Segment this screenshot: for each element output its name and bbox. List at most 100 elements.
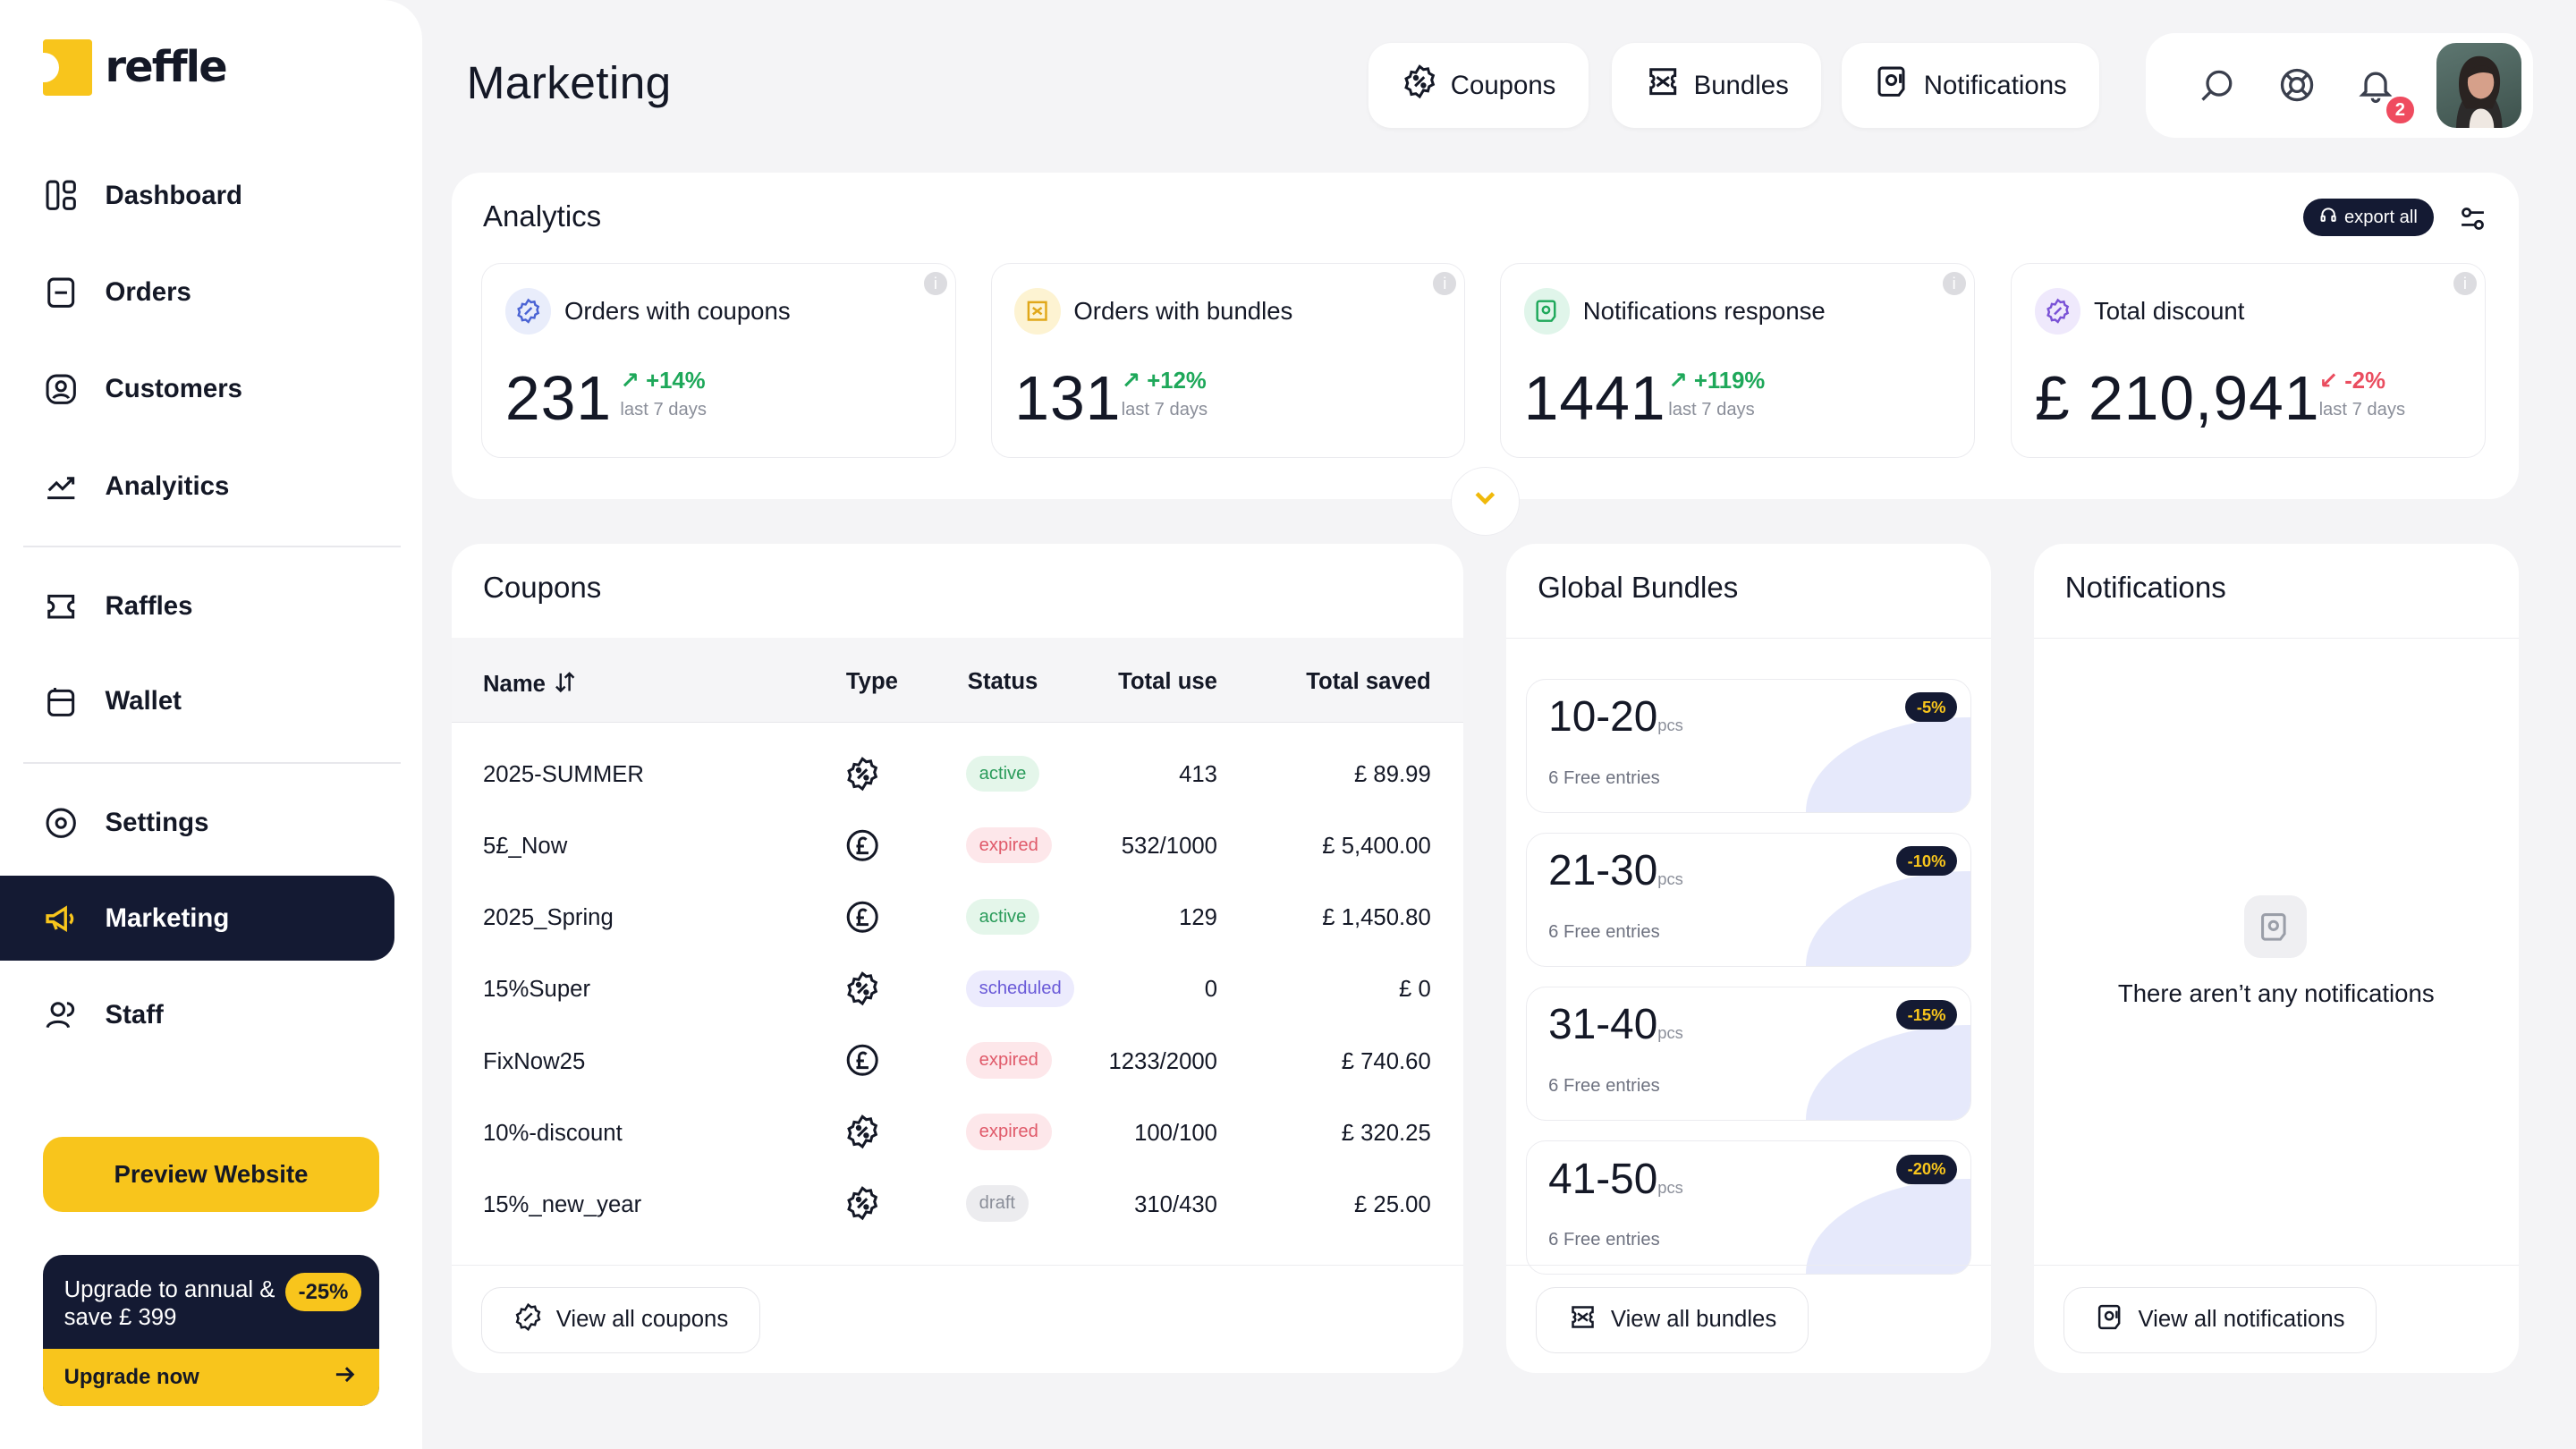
pound-icon <box>844 827 880 863</box>
stat-delta: ↗ +119% <box>1668 368 1766 394</box>
bundle-tier[interactable]: 31-40pcs 6 Free entries -15% <box>1526 986 1972 1122</box>
notifications-button[interactable]: Notifications <box>1841 42 2100 129</box>
logo-mark <box>42 39 92 96</box>
sidebar-item-dashboard[interactable]: Dashboard <box>0 153 394 239</box>
search-icon[interactable] <box>2198 65 2237 105</box>
bundles-footer: View all bundles <box>1506 1265 1992 1373</box>
info-icon[interactable]: i <box>2453 272 2477 295</box>
sidebar-item-label: Staff <box>105 1000 164 1030</box>
tier-range: 21-30pcs <box>1548 847 1683 895</box>
tier-discount-badge: -20% <box>1895 1154 1958 1184</box>
stat-label: Orders with coupons <box>564 296 791 325</box>
sidebar-item-analytics[interactable]: Analyitics <box>0 444 394 530</box>
sidebar-item-label: Customers <box>105 374 242 404</box>
table-row[interactable]: 15%Super scheduled 0 £ 0 <box>452 956 1463 1029</box>
view-all-bundles-button[interactable]: View all bundles <box>1536 1287 1809 1353</box>
stat-card: Notifications response 1441 ↗ +119% last… <box>1499 262 1975 459</box>
bundle-icon <box>1568 1302 1597 1338</box>
column-name[interactable]: Name <box>483 669 579 701</box>
bundles-title: Global Bundles <box>1538 572 1739 606</box>
table-row[interactable]: 5£_Now expired 532/1000 £ 5,400.00 <box>452 812 1463 885</box>
sidebar-item-customers[interactable]: Customers <box>0 347 394 433</box>
info-icon[interactable]: i <box>924 272 947 295</box>
stat-period: last 7 days <box>1668 400 1755 420</box>
coupons-card: Coupons Name Type Status Total use Total… <box>452 543 1464 1374</box>
notification-count-badge: 2 <box>2384 93 2417 127</box>
empty-state-text: There aren’t any notifications <box>2117 979 2435 1007</box>
export-all-button[interactable]: export all <box>2303 199 2435 237</box>
upgrade-now-button[interactable]: Upgrade now <box>42 1348 380 1407</box>
card-divider <box>1506 637 1992 640</box>
bundle-icon <box>1014 288 1061 335</box>
sidebar-item-staff[interactable]: Staff <box>0 972 394 1058</box>
logo-text: reffle <box>105 42 228 92</box>
percent-badge-icon <box>844 756 880 792</box>
sidebar-item-raffles[interactable]: Raffles <box>0 564 394 649</box>
stat-value: 231 <box>504 363 613 434</box>
table-row[interactable]: 2025_Spring active 129 £ 1,450.80 <box>452 885 1463 957</box>
analytics-title: Analytics <box>482 200 602 234</box>
sidebar-item-settings[interactable]: Settings <box>0 780 394 866</box>
sidebar-item-marketing[interactable]: Marketing <box>0 875 394 962</box>
logo[interactable]: reffle <box>42 39 228 96</box>
empty-notification-icon <box>2243 894 2307 958</box>
view-all-bundles-label: View all bundles <box>1610 1307 1777 1333</box>
coupons-table-header: Name Type Status Total use Total saved <box>452 637 1464 724</box>
tier-decoration <box>1806 870 1971 967</box>
sidebar-item-orders[interactable]: Orders <box>0 250 394 335</box>
status-badge: expired <box>965 1042 1052 1079</box>
bundle-tier[interactable]: 10-20pcs 6 Free entries -5% <box>1526 678 1972 814</box>
status-badge: scheduled <box>965 970 1075 1007</box>
stat-delta: ↗ +14% <box>620 368 706 394</box>
status-badge: expired <box>965 826 1052 864</box>
coupon-name: FixNow25 <box>482 1048 586 1074</box>
view-all-coupons-label: View all coupons <box>555 1307 729 1333</box>
coupon-icon <box>504 288 552 335</box>
dashboard-icon <box>43 177 79 213</box>
bundle-tier[interactable]: 21-30pcs 6 Free entries -10% <box>1526 832 1972 968</box>
coupon-total-use: 532/1000 <box>1121 834 1217 860</box>
card-divider <box>2033 637 2519 640</box>
table-row[interactable]: 2025-SUMMER active 413 £ 89.99 <box>452 741 1463 813</box>
sidebar-item-label: Dashboard <box>105 180 242 210</box>
tier-discount-badge: -10% <box>1895 846 1958 877</box>
filter-icon[interactable] <box>2458 204 2487 233</box>
sidebar-divider <box>22 762 402 765</box>
stat-label: Orders with bundles <box>1073 296 1293 325</box>
notifications-title: Notifications <box>2064 572 2226 606</box>
coupons-footer: View all coupons <box>452 1265 1464 1373</box>
info-icon[interactable]: i <box>1433 272 1457 295</box>
orders-icon <box>43 275 79 310</box>
preview-website-button[interactable]: Preview Website <box>42 1136 380 1213</box>
table-row[interactable]: FixNow25 expired 1233/2000 £ 740.60 <box>452 1028 1463 1100</box>
coupon-name: 5£_Now <box>482 834 568 860</box>
expand-analytics-button[interactable] <box>1450 466 1520 536</box>
stat-card: Total discount £ 210,941 ↙ -2% last 7 da… <box>2011 262 2486 459</box>
view-all-notifications-label: View all notifications <box>2138 1307 2345 1333</box>
table-row[interactable]: 15%_new_year draft 310/430 £ 25.00 <box>452 1171 1463 1243</box>
upgrade-discount-badge: -25% <box>284 1273 362 1312</box>
percent-badge-icon <box>844 1185 880 1221</box>
view-all-coupons-button[interactable]: View all coupons <box>481 1287 761 1353</box>
tier-entries: 6 Free entries <box>1548 1075 1660 1096</box>
info-icon[interactable]: i <box>1942 272 1966 295</box>
tier-decoration <box>1806 1024 1971 1121</box>
megaphone-icon <box>43 901 79 936</box>
support-icon[interactable] <box>2277 65 2317 105</box>
notification-icon <box>2096 1302 2125 1338</box>
bundles-button[interactable]: Bundles <box>1611 42 1822 129</box>
avatar[interactable] <box>2436 42 2522 129</box>
sidebar-item-label: Marketing <box>105 902 230 933</box>
status-badge: draft <box>965 1185 1029 1222</box>
sidebar-item-label: Analyitics <box>105 470 230 501</box>
coupons-button[interactable]: Coupons <box>1368 42 1589 129</box>
table-row[interactable]: 10%-discount expired 100/100 £ 320.25 <box>452 1099 1463 1172</box>
coupon-total-saved: £ 740.60 <box>1341 1048 1431 1074</box>
bundles-button-label: Bundles <box>1693 70 1789 100</box>
bundle-tier[interactable]: 41-50pcs 6 Free entries -20% <box>1526 1140 1972 1275</box>
sidebar-item-wallet[interactable]: Wallet <box>0 659 394 745</box>
bundles-card: Global Bundles 10-20pcs 6 Free entries -5%… <box>1506 543 1992 1374</box>
coupon-total-use: 0 <box>1204 977 1217 1003</box>
view-all-notifications-button[interactable]: View all notifications <box>2063 1287 2377 1353</box>
bell-icon[interactable] <box>2356 65 2395 105</box>
